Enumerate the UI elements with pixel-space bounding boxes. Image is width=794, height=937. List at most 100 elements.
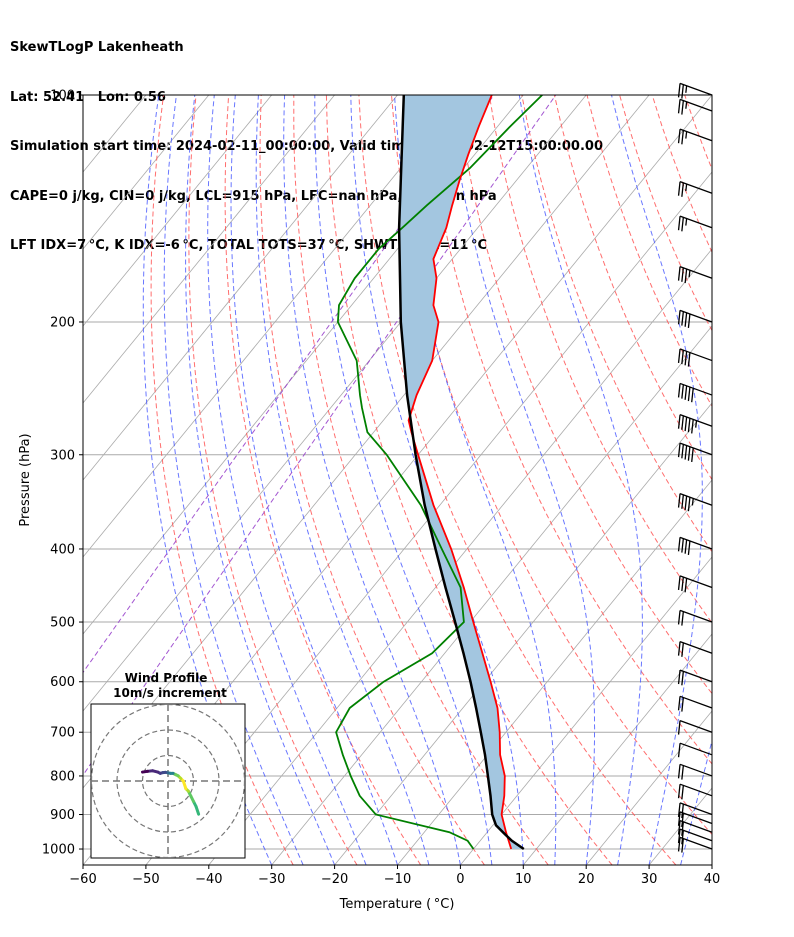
barb-staff: [679, 348, 713, 362]
x-axis-label: Temperature ( °C): [339, 897, 455, 912]
wind-barb: [677, 828, 713, 845]
barb-staff: [679, 783, 713, 797]
barb-flag: [684, 416, 688, 432]
wind-barb: [677, 742, 713, 758]
barb-staff: [679, 763, 713, 777]
barb-staff: [679, 98, 713, 112]
wind-barb: [677, 493, 713, 512]
barb-flag: [677, 348, 681, 363]
barb-staff: [679, 442, 713, 456]
barb-flag: [681, 267, 684, 282]
barb-flag: [684, 495, 688, 511]
barb-flag: [677, 696, 681, 711]
moist-adiabat: [283, 95, 461, 865]
wind-barb: [677, 783, 713, 800]
barb-flag: [681, 84, 684, 99]
barb-staff: [679, 414, 713, 427]
barb-flag: [677, 784, 681, 799]
wind-barb: [677, 819, 713, 836]
moist-adiabat: [518, 95, 643, 865]
dry-adiabat: [783, 95, 794, 865]
wind-barb: [677, 669, 713, 686]
x-tick-label: −20: [321, 872, 348, 887]
x-tick-label: 20: [578, 872, 595, 887]
barb-flag: [677, 610, 681, 625]
barb-flag: [684, 351, 688, 366]
y-tick-label: 400: [50, 542, 75, 557]
dry-adiabat: [750, 95, 794, 865]
barb-flag: [681, 697, 684, 712]
dry-adiabat: [358, 95, 677, 865]
x-tick-label: −10: [384, 872, 411, 887]
hodograph-segment: [141, 769, 150, 774]
barb-flag: [681, 384, 684, 399]
barb-flag: [681, 830, 684, 845]
barb-staff: [679, 82, 713, 96]
isotherm-line: [83, 95, 273, 327]
barb-staff: [679, 128, 713, 142]
isotherm-line: [83, 95, 210, 250]
y-tick-label: 900: [50, 808, 75, 823]
barb-staff: [679, 719, 713, 733]
barb-flag: [677, 811, 681, 826]
barb-flag: [687, 352, 691, 367]
barb-flag: [687, 497, 691, 512]
barb-staff: [679, 802, 713, 816]
wind-barb: [677, 763, 713, 780]
barb-flag: [681, 611, 684, 626]
dry-adiabat: [391, 95, 712, 836]
chart-header: SkewTLogP Lakenheath Lat: 52.41 Lon: 0.5…: [10, 7, 603, 271]
barb-flag: [681, 671, 684, 686]
barb-flag: [677, 414, 681, 429]
wind-barb: [677, 575, 713, 593]
barb-staff: [679, 811, 713, 825]
isotherm-line: [648, 787, 712, 865]
barb-staff: [679, 575, 713, 589]
barb-flag: [677, 310, 681, 325]
x-tick-label: −40: [195, 872, 222, 887]
wind-barb: [677, 442, 713, 462]
isotherm-line: [83, 95, 398, 481]
barb-flag: [677, 743, 681, 758]
barb-flag: [681, 130, 684, 145]
isotherm-line: [145, 171, 712, 865]
isotherm-line: [271, 325, 712, 865]
wind-barb: [677, 802, 713, 819]
barb-flag: [687, 418, 691, 433]
barb-flag: [681, 765, 684, 780]
hodograph-plot: [91, 704, 245, 858]
barb-flag: [687, 446, 691, 461]
barb-flag: [684, 268, 688, 284]
x-tick-label: 0: [456, 872, 464, 887]
barb-flag: [691, 388, 694, 403]
wind-barb: [677, 348, 713, 367]
wind-barb: [677, 414, 713, 434]
barb-flag: [677, 181, 681, 196]
barb-flag: [681, 217, 684, 232]
barb-staff: [679, 181, 713, 194]
x-tick-label: −50: [132, 872, 159, 887]
barb-staff: [679, 828, 713, 842]
moist-adiabat: [711, 863, 712, 865]
barb-half-flag: [685, 183, 688, 192]
axes: −60 −50 −40 −30 −20 −10 0 10 20 30 40 1000 900 800 700…: [42, 89, 720, 888]
background-lines: [83, 95, 794, 865]
dry-adiabat: [259, 95, 485, 865]
isotherm-line: [397, 479, 712, 865]
x-tick-label: 30: [641, 872, 658, 887]
barb-half-flag: [688, 270, 691, 278]
isotherm-line: [522, 633, 712, 865]
dry-adiabat: [456, 95, 712, 695]
barb-flag: [684, 578, 688, 593]
isotherm-line: [460, 556, 712, 865]
barb-staff: [679, 695, 713, 709]
dry-adiabat: [521, 95, 712, 553]
cape-cin-area: [399, 95, 524, 849]
barb-flag: [681, 182, 684, 197]
barb-flag: [684, 445, 688, 460]
barb-flag: [684, 539, 688, 554]
barb-staff: [679, 215, 713, 229]
barb-half-flag: [685, 218, 688, 226]
